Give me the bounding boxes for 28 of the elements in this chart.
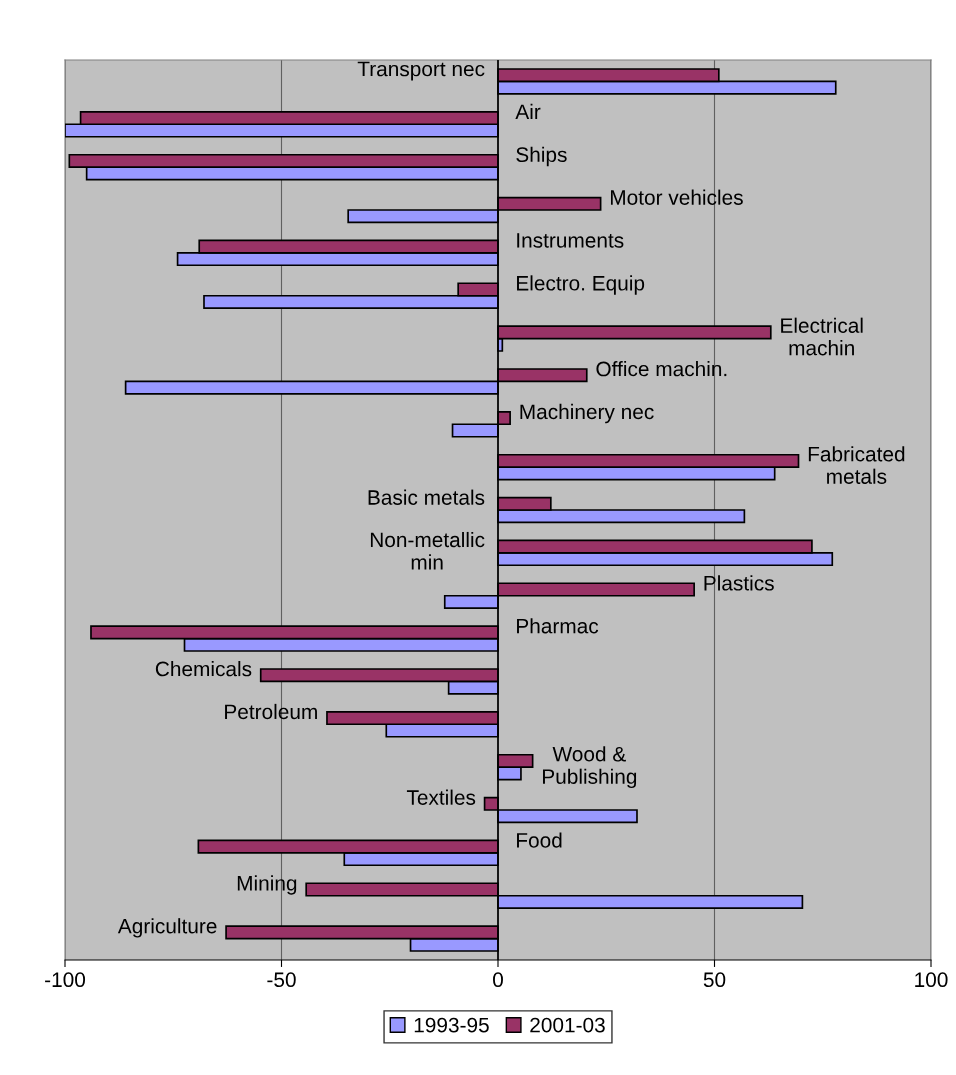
y-tick-label: Transport nec [357, 61, 485, 81]
y-tick-label: Machinery nec [520, 403, 654, 424]
x-tick-label: 50 [703, 972, 726, 988]
y-tick-label: Electrical machin [781, 317, 863, 356]
y-tick-label: Mining [237, 875, 297, 895]
x-tick-label: -100 [45, 972, 86, 988]
x-tick-label: 0 [493, 972, 503, 988]
y-tick-label: Textiles [406, 789, 476, 805]
legend-label: 2001-03 [530, 1017, 605, 1033]
y-tick-label: Food [517, 832, 562, 848]
y-tick-label: Plastics [704, 575, 774, 591]
y-tick-label: Agriculture [117, 918, 217, 938]
legend-label: 1993-95 [414, 1017, 489, 1033]
y-tick-label: Chemicals [155, 661, 252, 677]
y-tick-label: Petroleum [225, 703, 317, 720]
y-tick-label: Ships [516, 146, 567, 167]
x-tick-label: 100 [915, 972, 948, 988]
y-tick-label: Motor vehicles [610, 189, 743, 205]
y-tick-label: Electro. Equip [517, 275, 645, 295]
y-tick-label: Pharmac [517, 618, 599, 634]
y-tick-label: Air [515, 103, 541, 119]
y-tick-label: Basic metals [368, 489, 485, 505]
y-tick-label: Wood & Publishing [543, 746, 637, 789]
y-tick-label: Instruments [517, 233, 624, 248]
x-tick-label: -50 [267, 972, 296, 988]
y-tick-label: Office machin. [596, 361, 727, 377]
y-tick-label: Non-metallic min [370, 531, 485, 570]
y-tick-label: Fabricated metals [808, 446, 905, 484]
